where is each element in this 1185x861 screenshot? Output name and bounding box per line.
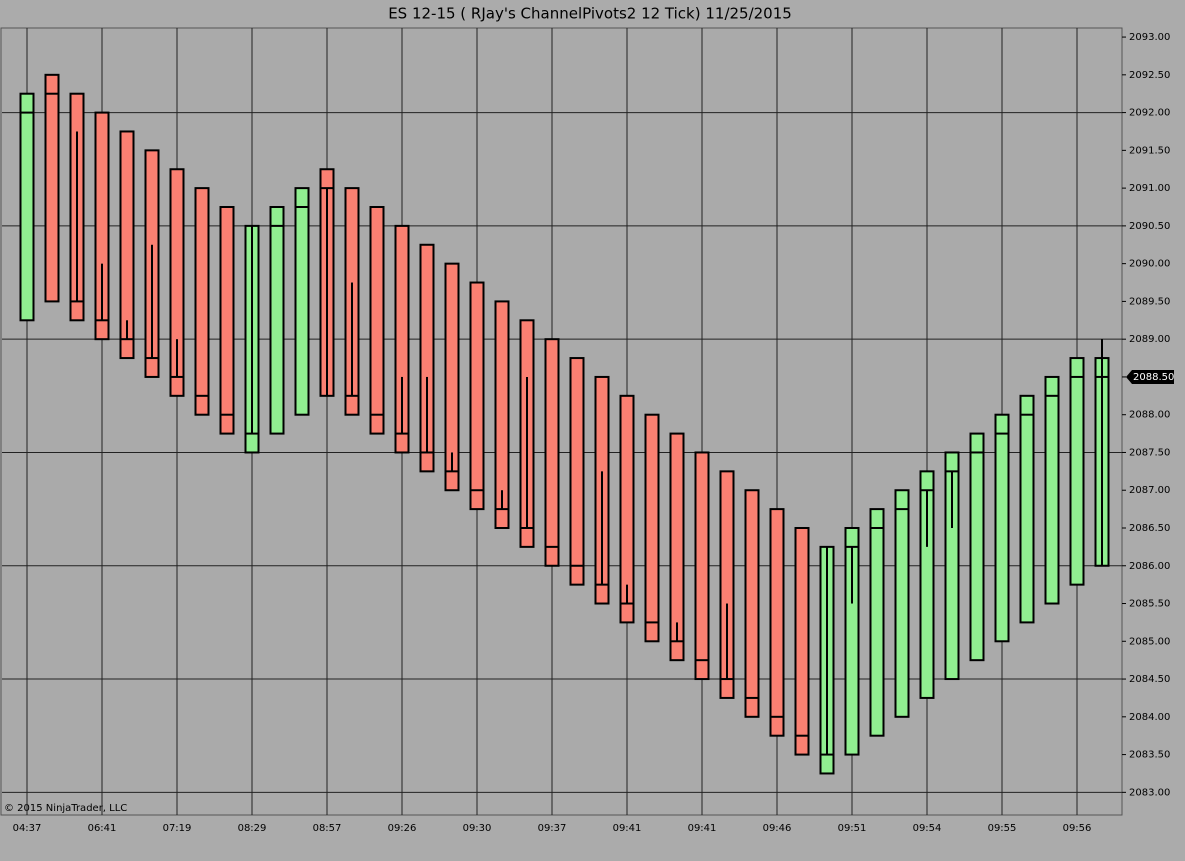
- y-tick-label: 2088.00: [1129, 410, 1170, 421]
- x-tick-label: 08:57: [313, 823, 342, 834]
- x-tick-label: 09:30: [463, 823, 492, 834]
- bar: [994, 413, 1010, 643]
- bar: [969, 432, 985, 662]
- bar: [394, 224, 410, 454]
- bar: [869, 508, 885, 737]
- bar: [94, 111, 110, 341]
- bar: [944, 451, 960, 681]
- bar: [1044, 375, 1060, 605]
- bar: [1069, 357, 1085, 586]
- x-tick-label: 04:37: [13, 823, 42, 834]
- bar: [494, 300, 510, 529]
- x-tick-label: 09:46: [763, 823, 792, 834]
- bar: [769, 508, 785, 737]
- x-tick-label: 09:51: [838, 823, 867, 834]
- bar: [894, 489, 910, 718]
- y-tick-label: 2083.50: [1129, 750, 1170, 761]
- x-tick-label: 09:56: [1063, 823, 1092, 834]
- y-tick-label: 2087.50: [1129, 447, 1170, 458]
- y-tick-label: 2084.00: [1129, 712, 1170, 723]
- plot-area: [0, 27, 1123, 816]
- y-tick-label: 2090.00: [1129, 259, 1170, 270]
- bar: [719, 470, 735, 699]
- bar: [919, 470, 935, 699]
- x-tick-label: 06:41: [88, 823, 117, 834]
- bar: [419, 243, 435, 473]
- bar: [369, 206, 385, 435]
- x-tick-label: 09:26: [388, 823, 417, 834]
- bar: [269, 206, 285, 435]
- bar: [219, 206, 235, 435]
- bar: [844, 526, 860, 756]
- bar: [194, 187, 210, 416]
- y-tick-label: 2084.50: [1129, 674, 1170, 685]
- y-tick-label: 2083.00: [1129, 787, 1170, 798]
- x-tick-label: 09:54: [913, 823, 942, 834]
- x-tick-label: 09:55: [988, 823, 1017, 834]
- y-tick-label: 2086.50: [1129, 523, 1170, 534]
- bar: [294, 187, 310, 416]
- y-tick-label: 2093.00: [1129, 32, 1170, 43]
- bar: [444, 262, 460, 492]
- bar: [694, 451, 710, 681]
- bar: [669, 432, 685, 662]
- bar: [544, 338, 560, 567]
- bar: [19, 92, 35, 322]
- chart-title: ES 12-15 ( RJay's ChannelPivots2 12 Tick…: [388, 5, 792, 23]
- y-tick-label: 2089.50: [1129, 296, 1170, 307]
- bar: [744, 489, 760, 718]
- y-tick-label: 2092.00: [1129, 108, 1170, 119]
- y-tick-label: 2086.00: [1129, 561, 1170, 572]
- bar: [644, 413, 660, 643]
- y-tick-label: 2091.00: [1129, 183, 1170, 194]
- bar: [119, 130, 135, 360]
- bar: [569, 357, 585, 586]
- bar: [469, 281, 485, 511]
- last-price-marker: [1126, 369, 1174, 384]
- bar: [44, 73, 60, 303]
- bar: [169, 168, 185, 397]
- x-tick-label: 09:41: [613, 823, 642, 834]
- copyright: © 2015 NinjaTrader, LLC: [4, 803, 127, 814]
- y-tick-label: 2085.00: [1129, 636, 1170, 647]
- bar: [619, 394, 635, 624]
- last-price-label: 2088.50: [1133, 372, 1174, 383]
- y-tick-label: 2089.00: [1129, 334, 1170, 345]
- x-tick-label: 08:29: [238, 823, 267, 834]
- y-tick-label: 2090.50: [1129, 221, 1170, 232]
- x-tick-label: 09:41: [688, 823, 717, 834]
- x-tick-label: 07:19: [163, 823, 192, 834]
- bar: [1019, 394, 1035, 624]
- y-tick-label: 2085.50: [1129, 599, 1170, 610]
- bar: [794, 526, 810, 756]
- x-tick-label: 09:37: [538, 823, 567, 834]
- y-tick-label: 2091.50: [1129, 145, 1170, 156]
- y-tick-label: 2087.00: [1129, 485, 1170, 496]
- y-tick-label: 2092.50: [1129, 70, 1170, 81]
